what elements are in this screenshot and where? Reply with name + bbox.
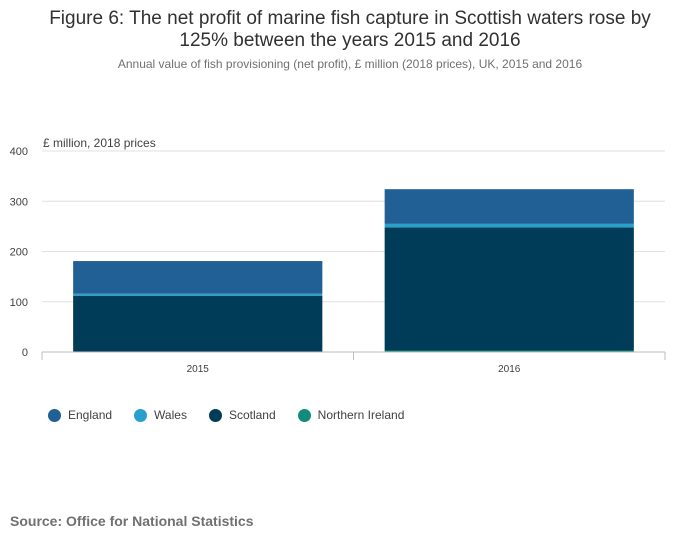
y-axis-unit-label: £ million, 2018 prices bbox=[43, 136, 156, 150]
legend-label: Scotland bbox=[228, 408, 276, 422]
source-note: Source: Office for National Statistics bbox=[10, 513, 254, 529]
bar-segment-scotland bbox=[384, 227, 634, 351]
bar-segment-wales bbox=[73, 293, 323, 296]
x-axis: 2015 2016 bbox=[41, 351, 666, 375]
bar-segment-wales bbox=[384, 223, 634, 228]
stacked-bar-chart: 0 100 200 300 400 2015 2016 bbox=[10, 146, 666, 375]
bar-segment-england bbox=[384, 189, 634, 224]
legend-swatch bbox=[48, 408, 61, 422]
legend-swatch bbox=[208, 408, 222, 422]
y-tick-label: 400 bbox=[10, 146, 28, 158]
y-tick-label: 100 bbox=[10, 297, 28, 309]
x-tick-label: 2015 bbox=[187, 364, 210, 375]
legend-label: Wales bbox=[154, 408, 187, 422]
bar-segment-england bbox=[73, 261, 323, 294]
chart-subtitle: Annual value of fish provisioning (net p… bbox=[117, 57, 583, 71]
x-tick-label: 2016 bbox=[498, 364, 521, 375]
y-axis-tick-labels: 0 100 200 300 400 bbox=[10, 146, 28, 359]
legend-item-england: England bbox=[48, 408, 112, 422]
y-tick-label: 300 bbox=[10, 196, 28, 208]
legend-label: Northern Ireland bbox=[317, 408, 405, 422]
y-tick-label: 200 bbox=[10, 247, 28, 259]
chart-title-line-2: 125% between the years 2015 and 2016 bbox=[179, 30, 521, 51]
legend: England Wales Scotland Northern Ireland bbox=[48, 408, 426, 422]
bar-segment-scotland bbox=[73, 295, 323, 352]
chart-title: Figure 6: The net profit of marine fish … bbox=[0, 8, 700, 52]
y-tick-label: 0 bbox=[22, 347, 28, 359]
legend-swatch bbox=[297, 408, 311, 422]
legend-item-scotland: Scotland bbox=[208, 408, 276, 422]
bars bbox=[73, 189, 634, 352]
legend-label: England bbox=[68, 408, 113, 422]
legend-swatch bbox=[134, 408, 148, 422]
legend-item-northern-ireland: Northern Ireland bbox=[297, 408, 405, 422]
legend-item-wales: Wales bbox=[134, 408, 187, 422]
bar-segment-northern-ireland bbox=[384, 350, 634, 352]
chart-title-line-1: Figure 6: The net profit of marine fish … bbox=[49, 8, 651, 29]
